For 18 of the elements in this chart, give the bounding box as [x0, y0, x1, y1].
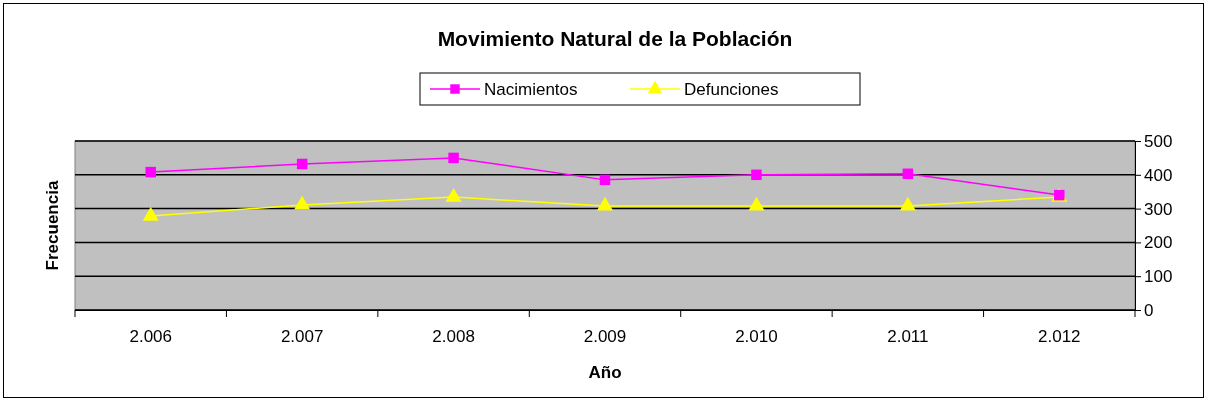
x-tick-label: 2.010	[735, 327, 778, 347]
x-tick-label: 2.006	[129, 327, 172, 347]
x-tick-label: 2.007	[280, 327, 324, 347]
y-tick-label: 400	[1144, 165, 1173, 185]
y-tick-label: 100	[1144, 267, 1173, 287]
legend-label: Defunciones	[684, 80, 779, 99]
y-tick-label: 0	[1144, 300, 1154, 320]
y-tick-label: 300	[1144, 199, 1173, 219]
y-tick-label: 500	[1144, 131, 1173, 151]
y-axis-title: Frecuencia	[43, 180, 62, 271]
y-tick-label: 200	[1144, 233, 1173, 253]
x-tick-label: 2.012	[1038, 327, 1081, 347]
x-axis-title: Año	[588, 363, 622, 382]
x-tick-label: 2.009	[583, 327, 627, 347]
legend-label: Nacimientos	[484, 80, 578, 99]
chart-title: Movimiento Natural de la Población	[437, 27, 793, 50]
x-tick-label: 2.011	[887, 327, 929, 347]
x-tick-label: 2.008	[432, 327, 475, 347]
